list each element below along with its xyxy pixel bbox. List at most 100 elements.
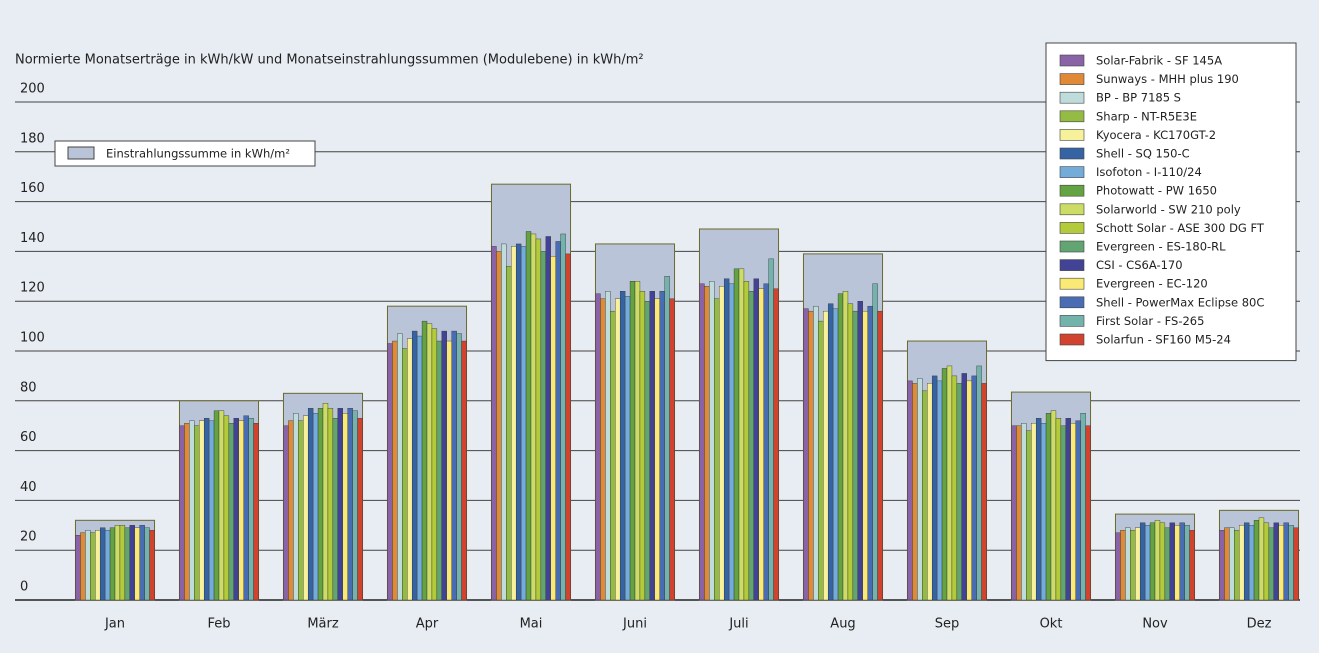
bar (847, 303, 854, 601)
bar (610, 310, 616, 601)
bar (312, 413, 319, 601)
bar (808, 310, 814, 601)
bar (104, 530, 111, 601)
bar (862, 310, 868, 601)
bar (565, 253, 571, 601)
bar (723, 278, 730, 601)
x-tick-label: Jan (104, 617, 125, 632)
bar (496, 251, 502, 601)
bar (392, 340, 398, 601)
bar (520, 246, 527, 601)
bar (639, 291, 646, 601)
bar (1169, 522, 1175, 601)
legend-label: BP - BP 7185 S (1096, 91, 1181, 105)
bar (971, 375, 977, 601)
bar (709, 281, 715, 601)
bar (1060, 425, 1067, 601)
legend-label: First Solar - FS-265 (1096, 314, 1204, 328)
bar (842, 291, 849, 601)
legend-swatch (67, 146, 95, 160)
bar (1120, 530, 1126, 601)
bar (1080, 413, 1086, 601)
bar (867, 305, 873, 601)
chart-title: Normierte Monatserträge in kWh/kW und Mo… (15, 53, 644, 68)
bar (644, 301, 651, 601)
bar (342, 413, 348, 601)
bar (327, 408, 334, 601)
bar (189, 420, 195, 601)
bar (431, 328, 438, 601)
legend: Solar-Fabrik - SF 145A Sunways - MHH plus… (1045, 42, 1297, 362)
bar (243, 415, 249, 601)
bar (659, 291, 665, 601)
bar (540, 251, 547, 601)
bar (619, 291, 626, 601)
bar (832, 308, 839, 601)
y-tick-label: 40 (20, 480, 37, 495)
bar (595, 293, 601, 601)
bar (1239, 525, 1245, 601)
bar (1288, 525, 1294, 601)
bar (85, 530, 91, 601)
bar (1174, 525, 1180, 601)
bar (941, 368, 948, 601)
bar (199, 420, 205, 601)
bar (238, 420, 244, 601)
legend-swatch (1059, 333, 1085, 346)
x-tick-label: Sep (935, 617, 960, 632)
bar (1070, 423, 1076, 601)
x-tick-label: Juni (622, 617, 647, 632)
bar (748, 291, 755, 601)
bar (337, 408, 343, 601)
legend-label: Photowatt - PW 1650 (1096, 184, 1217, 198)
bar (922, 390, 928, 601)
bar (629, 281, 636, 601)
legend-label: Shell - PowerMax Eclipse 80C (1096, 295, 1264, 309)
bar (144, 527, 150, 601)
legend-swatch (1059, 54, 1085, 67)
bar (837, 293, 844, 601)
legend-swatch (1059, 184, 1085, 197)
bar (307, 408, 314, 601)
bar (818, 320, 824, 601)
bar (872, 283, 878, 601)
bar (1050, 410, 1057, 601)
bar (129, 525, 135, 601)
x-tick-label: Dez (1247, 617, 1272, 632)
bar (555, 241, 561, 601)
bar (441, 330, 447, 601)
bar (1224, 527, 1230, 601)
bar (491, 246, 497, 601)
bar (317, 408, 324, 601)
y-tick-label: 20 (20, 530, 37, 545)
bar (1248, 525, 1255, 601)
bar (699, 283, 705, 601)
bar (1026, 430, 1032, 601)
legend-label: Shell - SQ 150-C (1096, 147, 1190, 161)
bar (966, 380, 972, 601)
bar (912, 383, 918, 601)
bar (1135, 527, 1141, 601)
bar (1219, 530, 1225, 601)
bar (283, 425, 289, 601)
bar (976, 365, 982, 601)
legend-label: Schott Solar - ASE 300 DG FT (1096, 221, 1265, 235)
bar (728, 283, 735, 601)
bar (1139, 522, 1146, 601)
bar (1021, 423, 1027, 601)
bar (134, 527, 140, 601)
y-tick-label: 200 (20, 82, 45, 97)
bar (357, 418, 363, 601)
bar (114, 525, 121, 601)
x-tick-label: Aug (830, 617, 855, 632)
bar (99, 527, 106, 601)
bar (1229, 527, 1235, 601)
bar (397, 333, 403, 601)
bar (951, 375, 958, 601)
bar (80, 532, 86, 601)
bar (719, 286, 725, 601)
x-tick-label: Feb (207, 617, 230, 632)
bar (560, 233, 566, 601)
bar (1258, 517, 1265, 601)
bar (605, 291, 611, 601)
